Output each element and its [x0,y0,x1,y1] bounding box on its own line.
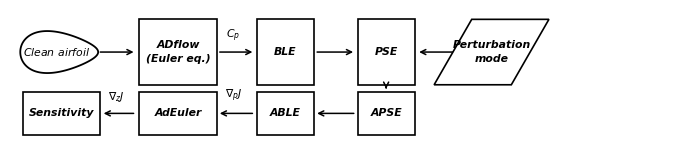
Text: $\mathit{Clean\ airfoil}$: $\mathit{Clean\ airfoil}$ [23,46,90,58]
Text: APSE: APSE [371,108,402,118]
Text: ADflow
(Euler eq.): ADflow (Euler eq.) [146,40,210,64]
Bar [257,92,314,135]
Text: $C_p$: $C_p$ [226,27,240,44]
Text: AdEuler: AdEuler [154,108,201,118]
Bar [257,19,314,85]
Text: BLE: BLE [274,47,297,57]
Bar [140,92,216,135]
Bar [23,92,101,135]
Bar [358,19,414,85]
Text: Sensitivity: Sensitivity [29,108,95,118]
Text: PSE: PSE [375,47,398,57]
Text: $\nabla_z J$: $\nabla_z J$ [108,90,125,104]
Text: $\nabla_p J$: $\nabla_p J$ [225,87,242,104]
Text: Perturbation
mode: Perturbation mode [452,40,531,64]
Bar [358,92,414,135]
Text: ABLE: ABLE [270,108,301,118]
Bar [140,19,216,85]
